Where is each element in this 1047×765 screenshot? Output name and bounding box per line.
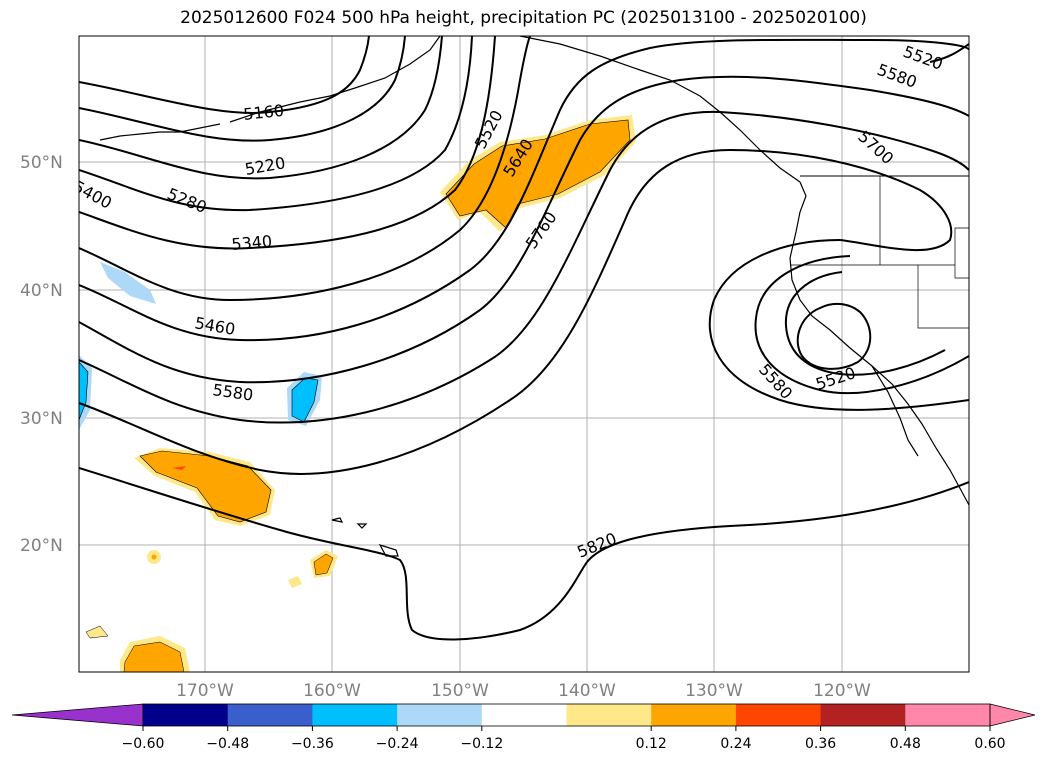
colorbar-tick-label: −0.36 (291, 736, 334, 752)
colorbar-segment (481, 704, 567, 726)
map-frame (78, 35, 970, 673)
map-area (79, 36, 969, 672)
precip-region-pacific-nw (445, 119, 631, 229)
colorbar-tick-label: 0.48 (890, 736, 921, 752)
colorbar-arrow-low (11, 703, 144, 727)
colorbar-segment (227, 704, 313, 726)
coastlines (99, 36, 969, 557)
precip-region-sw-small (85, 625, 109, 639)
colorbar-segment (651, 704, 737, 726)
colorbar-tick-label: 0.60 (974, 736, 1005, 752)
colorbar-outline (142, 703, 991, 727)
lon-label: 130°W (685, 681, 743, 701)
lon-label: 170°W (176, 681, 234, 701)
colorbar-tick-label: −0.12 (460, 736, 503, 752)
colorbar-segment (820, 704, 906, 726)
lat-label: 40°N (20, 281, 63, 301)
lon-axis: 170°W 160°W 150°W 140°W 130°W 120°W (176, 681, 871, 701)
colorbar-segment (905, 704, 991, 726)
colorbar-segment (143, 704, 229, 726)
lon-label: 140°W (558, 681, 616, 701)
precip-region-core (172, 466, 186, 470)
precip-region-hawaii-nw (313, 553, 334, 576)
precip-region-dot (151, 554, 157, 560)
colorbar-tick-label: 0.24 (720, 736, 751, 752)
lat-label: 20°N (20, 536, 63, 556)
lon-label: 160°W (303, 681, 361, 701)
height-contours (79, 36, 969, 641)
colorbar: −0.60 −0.48 −0.36 −0.24 −0.12 0.12 0.24 0.36 0.4… (11, 703, 1036, 752)
precip-fills (79, 115, 636, 672)
precip-region-sw (123, 641, 185, 672)
colorbar-segment (566, 704, 652, 726)
lat-label: 30°N (20, 409, 63, 429)
colorbar-arrow-high (989, 703, 1036, 727)
colorbar-segment (735, 704, 822, 726)
colorbar-segment (397, 704, 483, 726)
precip-region-dot (288, 576, 302, 588)
precip-region-subtropical (139, 450, 272, 523)
colorbar-tick-label: −0.48 (206, 736, 249, 752)
colorbar-tick-label: −0.24 (376, 736, 419, 752)
precip-neg-region (100, 262, 156, 304)
colorbar-segment (312, 704, 398, 726)
colorbar-tick-label: −0.60 (122, 736, 165, 752)
contour-label: 5340 (231, 232, 273, 254)
lon-label: 150°W (431, 681, 489, 701)
precip-neg-region (79, 361, 89, 421)
colorbar-tick-label: 0.36 (805, 736, 836, 752)
lon-label: 120°W (813, 681, 871, 701)
map-title: 2025012600 F024 500 hPa height, precipit… (180, 8, 867, 28)
contour-label: 5160 (242, 101, 284, 124)
lat-axis: 50°N 40°N 30°N 20°N (20, 153, 63, 556)
colorbar-tick-label: 0.12 (636, 736, 667, 752)
lat-label: 50°N (20, 153, 63, 173)
